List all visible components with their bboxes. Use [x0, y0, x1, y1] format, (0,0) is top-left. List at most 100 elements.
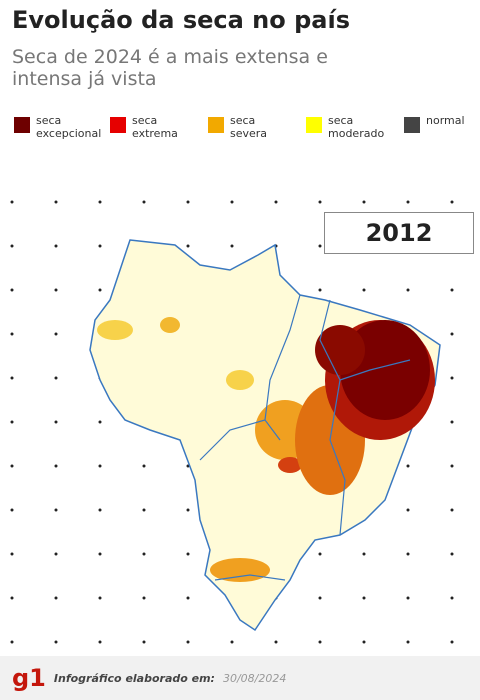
grid-dot [406, 200, 410, 204]
subtitle: Seca de 2024 é a mais extensa e intensa … [12, 46, 328, 90]
map [10, 200, 454, 644]
legend-label: normal [426, 114, 465, 127]
grid-dot [142, 552, 146, 556]
grid-dot [142, 640, 146, 644]
grid-dot [54, 420, 58, 424]
grid-dot [10, 420, 14, 424]
grid-dot [186, 596, 190, 600]
grid-dot [318, 552, 322, 556]
grid-dot [98, 508, 102, 512]
grid-dot [54, 508, 58, 512]
grid-dot [230, 200, 234, 204]
grid-dot [406, 288, 410, 292]
grid-dot [450, 420, 454, 424]
grid-dot [186, 508, 190, 512]
grid-dot [98, 552, 102, 556]
grid-dot [54, 552, 58, 556]
grid-dot [450, 640, 454, 644]
grid-dot [142, 596, 146, 600]
grid-dot [318, 288, 322, 292]
swatch [110, 117, 126, 133]
grid-dot [54, 464, 58, 468]
grid-dot [450, 376, 454, 380]
grid-dot [10, 464, 14, 468]
grid-dot [406, 464, 410, 468]
grid-dot [54, 288, 58, 292]
grid-dot [54, 376, 58, 380]
grid-dot [98, 420, 102, 424]
grid-dot [10, 640, 14, 644]
grid-dot [450, 552, 454, 556]
grid-dot [10, 596, 14, 600]
brand: g1 [12, 664, 46, 692]
grid-dot [362, 596, 366, 600]
grid-dot [98, 244, 102, 248]
grid-dot [450, 200, 454, 204]
grid-dot [318, 244, 322, 248]
footer: g1 Infográfico elaborado em: 30/08/2024 [0, 656, 480, 700]
grid-dot [10, 508, 14, 512]
legend-item: normal [404, 114, 476, 133]
grid-dot [450, 332, 454, 336]
grid-dot [362, 640, 366, 644]
grid-dot [406, 596, 410, 600]
grid-dot [406, 552, 410, 556]
grid-dot [10, 376, 14, 380]
grid-dot [142, 508, 146, 512]
grid-dot [230, 640, 234, 644]
grid-dot [406, 508, 410, 512]
legend-item: seca moderado [306, 114, 388, 140]
grid-dot [362, 200, 366, 204]
grid-dot [98, 200, 102, 204]
grid-dot [318, 596, 322, 600]
grid-dot [98, 464, 102, 468]
grid-dot [98, 596, 102, 600]
legend-item: seca extrema [110, 114, 182, 140]
year-label: 2012 [324, 212, 474, 254]
grid-dot [274, 200, 278, 204]
grid-dot [274, 640, 278, 644]
grid-dot [98, 288, 102, 292]
grid-dot [450, 288, 454, 292]
grid-dot [10, 288, 14, 292]
grid-dot [54, 200, 58, 204]
credit: Infográfico elaborado em: [53, 671, 215, 685]
legend-label: seca moderado [328, 114, 385, 140]
grid-dot [10, 552, 14, 556]
grid-dot [450, 596, 454, 600]
grid-dot [10, 332, 14, 336]
state-borders [199, 294, 411, 581]
date: 30/08/2024 [222, 671, 287, 685]
grid-dot [450, 508, 454, 512]
grid-dot [406, 640, 410, 644]
swatch [404, 117, 420, 133]
legend-label: seca severa [230, 114, 268, 140]
legend-item: seca severa [208, 114, 280, 140]
title: Evolução da seca no país [12, 6, 350, 34]
grid-dot [142, 200, 146, 204]
swatch [306, 117, 322, 133]
swatch [14, 117, 30, 133]
grid-dot [362, 288, 366, 292]
grid-dot [230, 244, 234, 248]
grid-dot [10, 244, 14, 248]
grid-dot [98, 640, 102, 644]
legend-label: seca excepcional [36, 114, 102, 140]
grid-dot [186, 244, 190, 248]
swatch [208, 117, 224, 133]
legend-label: seca extrema [132, 114, 178, 140]
drought-patches [97, 317, 435, 582]
grid-dot [186, 552, 190, 556]
grid-dot [186, 640, 190, 644]
grid-dot [318, 640, 322, 644]
grid-dot [186, 200, 190, 204]
legend-item: seca excepcional [14, 114, 108, 140]
grid-dot [54, 596, 58, 600]
grid-dot [318, 200, 322, 204]
grid-dot [54, 332, 58, 336]
grid-dot [54, 244, 58, 248]
grid-dot [10, 200, 14, 204]
grid-dot [54, 640, 58, 644]
grid-dot [362, 552, 366, 556]
